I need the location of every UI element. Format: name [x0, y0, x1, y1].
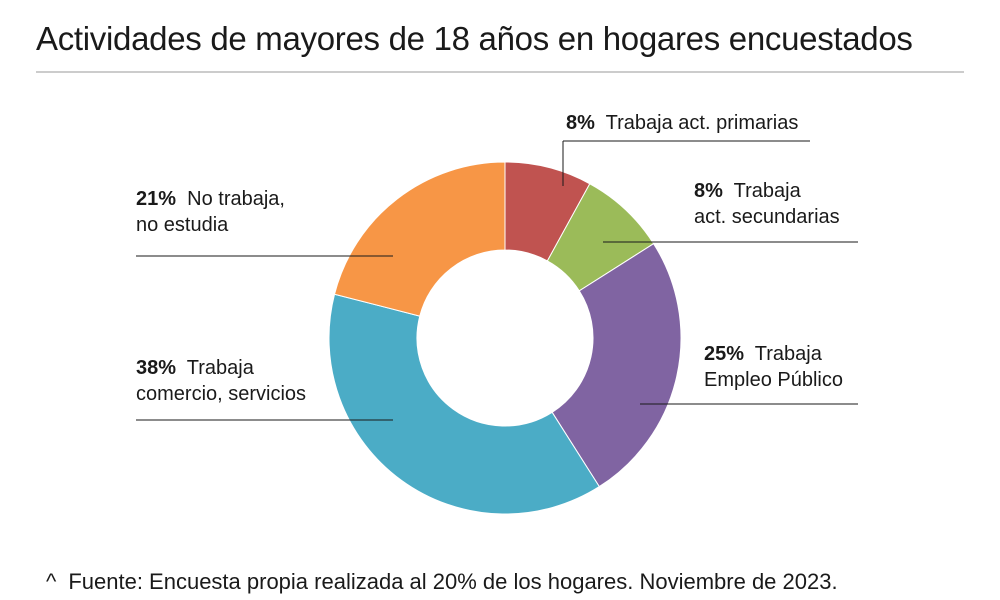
slice-percent-1: 8% — [694, 180, 723, 202]
slice-label-text-4-1: no estudia — [136, 214, 229, 236]
slice-label-line-0-0: 8% Trabaja act. primarias — [566, 112, 798, 134]
slice-percent-4: 21% — [136, 188, 177, 210]
slice-label-line-1-0: 8% Trabaja — [694, 180, 801, 202]
footnote-text: Fuente: Encuesta propia realizada al 20%… — [68, 569, 838, 594]
slice-label-line-3-0: 38% Trabaja — [136, 357, 254, 379]
donut-slice-4 — [333, 161, 506, 317]
slice-percent-0: 8% — [566, 112, 595, 134]
title-divider — [36, 71, 964, 73]
slice-label-line-2-1: Empleo Público — [704, 369, 843, 391]
slice-label-text-2-0: Trabaja — [754, 343, 822, 365]
slice-label-line-1-1: act. secundarias — [694, 206, 840, 228]
slice-label-text-3-1: comercio, servicios — [136, 383, 307, 405]
footnote: ^ Fuente: Encuesta propia realizada al 20… — [46, 569, 838, 595]
slice-label-text-1-0: Trabaja — [733, 180, 801, 202]
slice-label-line-4-1: no estudia — [136, 214, 228, 236]
slice-label-line-4-0: 21% No trabaja, — [136, 188, 285, 210]
slice-label-text-1-1: act. secundarias — [694, 206, 840, 228]
slice-percent-2: 25% — [704, 343, 745, 365]
donut-chart — [136, 140, 858, 515]
footnote-marker: ^ — [46, 569, 57, 594]
donut-slice-2 — [551, 243, 682, 488]
slice-label-text-2-1: Empleo Público — [704, 369, 843, 391]
slice-label-text-0-0: Trabaja act. primarias — [605, 112, 799, 134]
slice-label-text-4-0: No trabaja, — [187, 188, 285, 210]
chart-title: Actividades de mayores de 18 años en hog… — [36, 20, 913, 57]
donut-slice-3 — [328, 293, 600, 515]
slice-percent-3: 38% — [136, 357, 177, 379]
slice-label-line-2-0: 25% Trabaja — [704, 343, 822, 365]
slice-label-text-3-0: Trabaja — [186, 357, 254, 379]
slice-label-line-3-1: comercio, servicios — [136, 383, 306, 405]
